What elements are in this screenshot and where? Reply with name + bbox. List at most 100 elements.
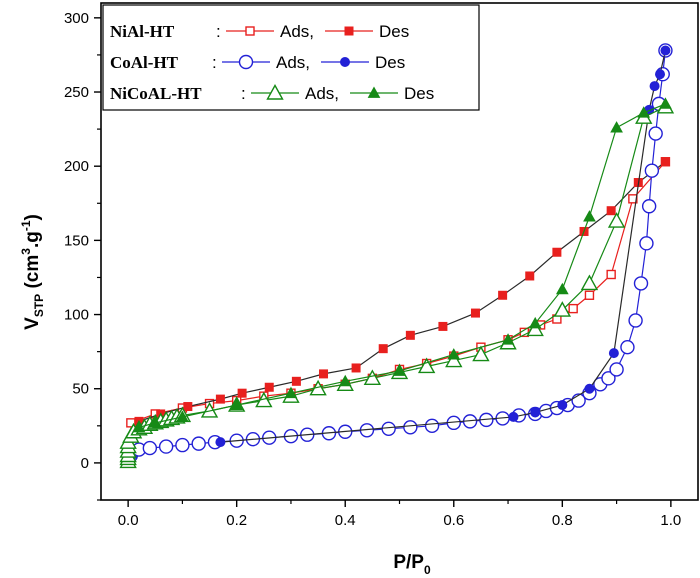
- axis-ticks: 0.0 0.2 0.4 0.6 0.8 1.0 0 50 100 150 200 250 300: [64, 10, 681, 529]
- legend-ads-label: Ads,: [305, 84, 339, 103]
- data-point: [264, 382, 274, 392]
- data-point: [568, 303, 578, 314]
- data-point: [528, 316, 542, 329]
- legend-des-label: Des: [375, 53, 405, 72]
- x-tick-label: 1.0: [660, 512, 681, 529]
- data-point: [158, 439, 174, 454]
- legend-series-name: NiAl-HT: [110, 22, 175, 41]
- data-point: [230, 398, 244, 410]
- y-tick-label: 150: [64, 232, 89, 249]
- data-point: [628, 313, 643, 328]
- data-point: [363, 369, 382, 386]
- data-point: [142, 440, 158, 456]
- legend-row-coal-ht: CoAl-HT: Ads, Des: [110, 53, 405, 72]
- legend-ads-label: Ads,: [276, 53, 310, 72]
- data-point: [132, 420, 146, 433]
- legend-series-name: NiCoAL-HT: [110, 84, 202, 103]
- y-tick-label: 200: [64, 158, 89, 175]
- data-point: [530, 407, 541, 418]
- data-point: [583, 210, 596, 222]
- data-point: [526, 320, 544, 337]
- x-axis-title: P/P0: [393, 552, 431, 577]
- data-point: [633, 276, 649, 291]
- data-point: [393, 364, 406, 376]
- data-point: [351, 363, 361, 373]
- data-point: [175, 437, 190, 453]
- data-point: [525, 271, 535, 281]
- data-point: [508, 411, 519, 422]
- y-axis-title: VSTP (cm3.g-1): [19, 214, 46, 330]
- data-point: [628, 194, 638, 204]
- legend-des-label: Des: [404, 84, 434, 103]
- data-point: [639, 236, 654, 251]
- data-point: [610, 121, 623, 133]
- data-point: [555, 282, 569, 295]
- data-point: [470, 308, 480, 318]
- data-point: [183, 402, 193, 412]
- legend-des-label: Des: [379, 22, 409, 41]
- legend-row-nial-ht: NiAl-HT: Ads, Des: [110, 22, 409, 41]
- x-tick-label: 0.8: [552, 512, 573, 529]
- legend-marker-des: [344, 26, 354, 36]
- data-point: [215, 394, 225, 404]
- series-layer: [119, 43, 675, 469]
- data-point: [447, 348, 461, 360]
- data-point: [606, 269, 616, 280]
- legend-ads-label: Ads,: [280, 22, 314, 41]
- data-point: [284, 386, 298, 399]
- data-point: [601, 371, 616, 386]
- data-point: [445, 351, 463, 368]
- legend-separator: :: [241, 84, 246, 103]
- legend-row-nicoal-ht: NiCoAL-HT: Ads, Des: [110, 84, 434, 103]
- data-point: [584, 290, 595, 300]
- data-point: [660, 45, 671, 56]
- data-point: [552, 247, 562, 257]
- x-tick-label: 0.2: [226, 512, 247, 529]
- legend-marker-ads: [238, 54, 254, 70]
- legend-marker-ads: [245, 26, 255, 36]
- data-point: [424, 418, 440, 434]
- data-point: [637, 106, 651, 118]
- data-point: [215, 437, 226, 448]
- data-point: [403, 420, 418, 435]
- y-tick-label: 50: [72, 381, 89, 398]
- legend-marker-des: [367, 86, 381, 98]
- data-point: [580, 274, 599, 291]
- data-point: [291, 376, 301, 386]
- y-tick-label: 250: [64, 84, 89, 101]
- data-point: [498, 290, 508, 300]
- data-point: [607, 212, 626, 228]
- data-point: [553, 301, 572, 317]
- x-tick-label: 0.0: [118, 512, 139, 529]
- data-point: [609, 362, 624, 377]
- data-point: [472, 345, 490, 362]
- data-point: [584, 383, 595, 394]
- series-coal-ht-des: [215, 45, 671, 448]
- data-point: [405, 330, 415, 340]
- data-point: [655, 69, 666, 80]
- series-line: [220, 50, 667, 443]
- y-tick-label: 300: [64, 10, 89, 27]
- x-tick-label: 0.4: [335, 512, 356, 529]
- y-tick-label: 0: [81, 455, 89, 472]
- data-point: [438, 321, 448, 331]
- legend-series-name: CoAl-HT: [110, 53, 179, 72]
- data-point: [501, 333, 515, 345]
- data-point: [660, 157, 670, 167]
- legend-separator: :: [216, 22, 221, 41]
- data-point: [644, 163, 660, 178]
- data-point: [191, 436, 206, 451]
- data-point: [648, 126, 663, 141]
- data-point: [417, 357, 436, 374]
- data-point: [620, 339, 635, 355]
- data-point: [606, 206, 616, 216]
- data-point: [237, 388, 247, 398]
- data-point: [659, 97, 672, 109]
- data-point: [608, 348, 619, 359]
- data-point: [381, 421, 396, 436]
- data-point: [641, 199, 657, 214]
- data-point: [319, 369, 329, 379]
- data-point: [557, 400, 568, 411]
